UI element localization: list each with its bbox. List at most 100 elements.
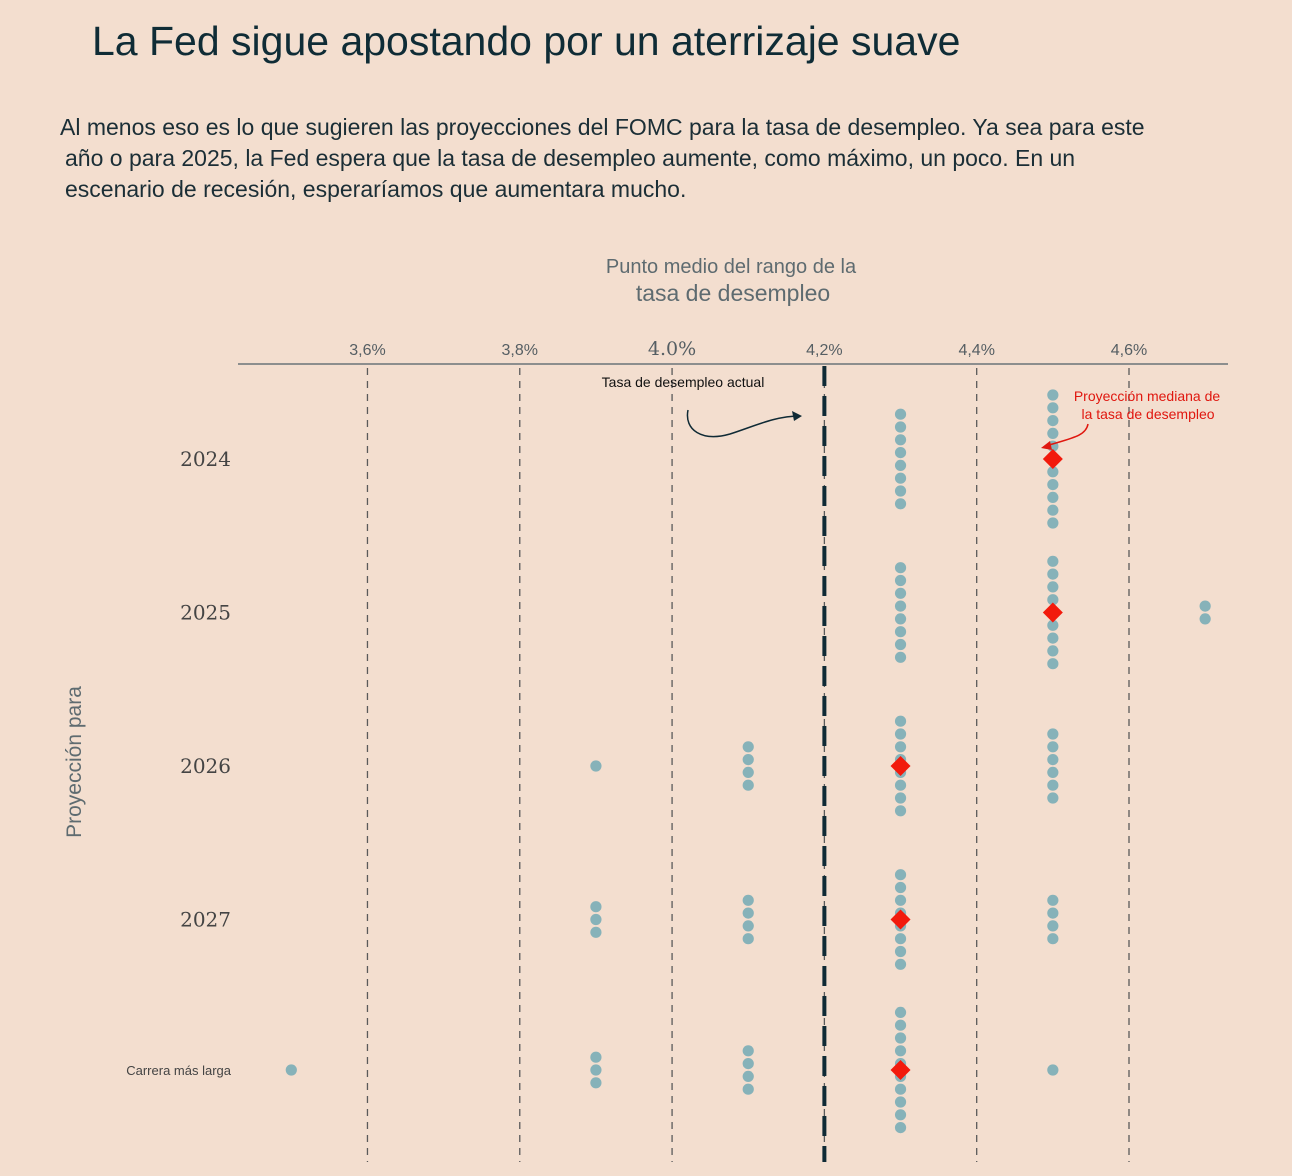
projection-dot (1047, 555, 1059, 567)
projection-dot (894, 498, 907, 510)
projection-dot (1047, 933, 1059, 945)
projection-dot (894, 945, 907, 958)
projection-dot (742, 907, 754, 919)
projection-dot (1047, 645, 1059, 657)
y-category-labels: 2024 2025 2026 2027 Carrera más larga (126, 447, 232, 1078)
projection-dot (285, 1064, 297, 1076)
median-markers (890, 449, 1063, 1080)
projection-dot (894, 574, 907, 587)
projection-dot (894, 1032, 907, 1044)
projection-dot (742, 1070, 754, 1082)
projection-dot (1047, 594, 1059, 606)
x-tick-label: 4,4% (958, 342, 994, 359)
projection-dot (894, 485, 907, 497)
projection-dot (1047, 920, 1059, 932)
projection-dot (1047, 466, 1059, 478)
projection-dot (894, 421, 907, 433)
projection-dot (894, 728, 907, 740)
projection-dot (894, 562, 907, 574)
projection-dot (1047, 728, 1059, 740)
x-axis-title-line2: tasa de desempleo (636, 280, 830, 306)
median-marker (890, 756, 911, 776)
projection-dot (894, 869, 907, 881)
subtitle-line-3: escenario de recesión, esperaríamos que … (65, 176, 687, 202)
projection-dot (894, 472, 907, 484)
median-marker (890, 909, 911, 930)
projection-dot (590, 913, 602, 926)
projection-dot (894, 651, 907, 663)
y-label-3: 2027 (180, 908, 231, 932)
x-tick-label: 4.0% (648, 338, 696, 360)
projection-dot (1047, 568, 1059, 580)
projection-dot (894, 933, 907, 945)
chart-title: La Fed sigue apostando por un aterrizaje… (92, 18, 961, 64)
projection-dot (1047, 415, 1059, 427)
projection-dot (1047, 766, 1059, 779)
projection-dot (590, 926, 602, 938)
projection-dot (894, 408, 907, 420)
projection-dot (894, 805, 907, 817)
projection-dot (894, 958, 907, 970)
y-axis-title: Proyección para (63, 686, 86, 838)
projection-dot (894, 459, 907, 471)
x-tick-label: 3,6% (349, 342, 385, 359)
median-label-line2: la tasa de desempleo (1081, 406, 1214, 422)
y-label-1: 2025 (180, 601, 231, 625)
median-marker (1042, 449, 1063, 469)
projection-dot (1199, 600, 1211, 612)
projection-dot (1047, 402, 1059, 414)
projection-dot (1047, 894, 1059, 906)
projection-dot (742, 1045, 754, 1057)
median-label-line1: Proyección mediana de (1074, 388, 1221, 404)
projection-dot (742, 1083, 754, 1095)
projection-dot (1199, 613, 1211, 625)
median-arrow (1045, 423, 1089, 447)
chart-subtitle: Al menos eso es lo que sugieren las proy… (60, 112, 1240, 205)
projection-dot (894, 587, 907, 599)
projection-dot (1047, 907, 1059, 919)
subtitle-line-1: Al menos eso es lo que sugieren las proy… (60, 114, 1145, 140)
projection-dot (894, 434, 907, 446)
x-tick-label: 4,6% (1111, 342, 1147, 359)
projection-dot (894, 613, 907, 625)
y-label-2: 2026 (180, 754, 231, 778)
projection-dot (1047, 479, 1059, 491)
median-marker (1042, 602, 1063, 623)
y-label-0: 2024 (180, 447, 231, 471)
projection-dot (1047, 741, 1059, 753)
projection-dot (1047, 504, 1059, 516)
projection-dot (590, 901, 602, 913)
projection-dot (1047, 632, 1059, 644)
projection-dot (1047, 754, 1059, 766)
projection-dot (894, 626, 907, 638)
projection-dot (894, 741, 907, 753)
projection-dot (590, 1077, 602, 1089)
current-rate-arrow (686, 409, 801, 438)
projection-dot (742, 920, 754, 932)
projection-dot (1047, 427, 1059, 439)
projection-dot (894, 792, 907, 804)
median-arrowhead (1041, 441, 1052, 450)
x-tick-labels: 3,6% 3,8% 4.0% 4,2% 4,4% 4,6% (349, 338, 1147, 360)
projection-dot (894, 1083, 907, 1095)
current-rate-label: Tasa de desempleo actual (602, 374, 765, 390)
projection-dot (742, 754, 754, 766)
projection-dot (1047, 779, 1059, 791)
subtitle-line-2: año o para 2025, la Fed espera que la ta… (65, 145, 1076, 171)
x-tick-label: 4,2% (806, 342, 842, 359)
projection-dot (894, 600, 907, 612)
projection-dot (894, 447, 907, 459)
current-rate-arrowhead (792, 411, 802, 421)
projection-dot (742, 894, 754, 906)
y-label-4: Carrera más larga (126, 1063, 232, 1078)
projection-dot (894, 1109, 907, 1121)
projection-dot (894, 715, 907, 727)
projection-dot (1047, 581, 1059, 593)
projection-dot (894, 1019, 907, 1031)
projection-dot (590, 1064, 602, 1076)
projection-dot (1047, 389, 1059, 401)
median-annotation: Proyección mediana de la tasa de desempl… (1041, 388, 1220, 450)
projection-dot (894, 1006, 907, 1019)
median-marker (890, 1060, 911, 1080)
